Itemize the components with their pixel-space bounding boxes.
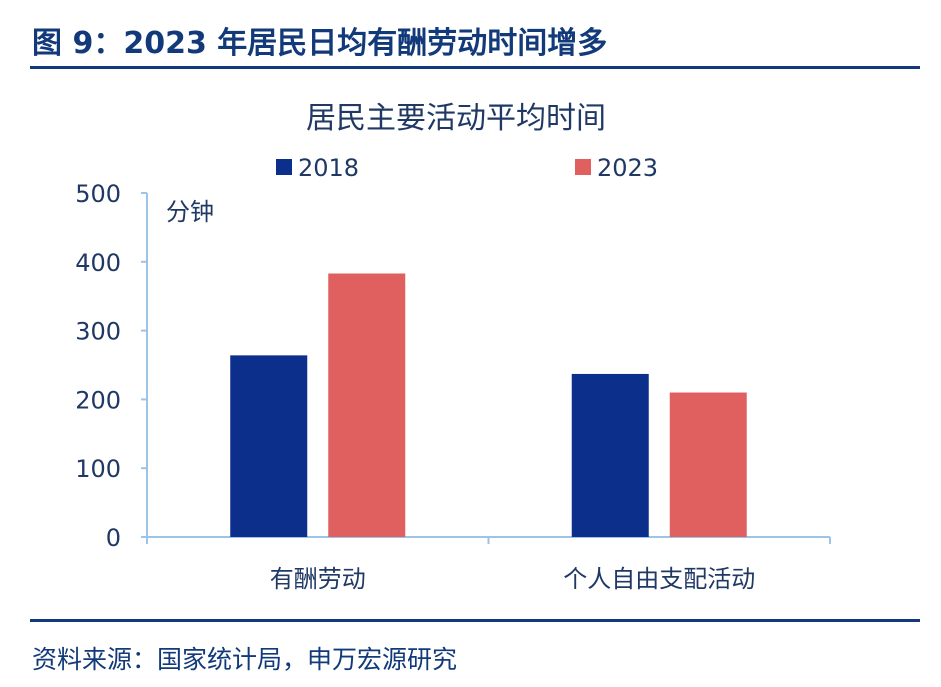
y-tick-label: 300 [75, 318, 121, 346]
y-tick-label: 400 [75, 249, 121, 277]
y-tick-label: 500 [75, 180, 121, 208]
bar-2018-0 [230, 355, 308, 537]
legend-label-2018: 2018 [298, 154, 359, 182]
category-label: 个人自由支配活动 [563, 565, 755, 593]
bar-2023-0 [328, 273, 406, 537]
bar-2023-1 [669, 392, 747, 537]
bars [230, 273, 747, 537]
y-tick-label: 0 [106, 524, 121, 552]
y-tick-label: 200 [75, 386, 121, 414]
chart-title: 居民主要活动平均时间 [306, 101, 606, 136]
figure-title: 图 9：2023 年居民日均有酬劳动时间增多 [32, 26, 608, 61]
source-note: 资料来源：国家统计局，申万宏源研究 [32, 645, 458, 674]
legend-label-2023: 2023 [597, 154, 658, 182]
legend: 2018 2023 [276, 154, 658, 182]
legend-swatch-2023 [575, 159, 591, 175]
y-ticks: 0 100 200 300 400 500 [75, 180, 831, 552]
legend-swatch-2018 [276, 159, 292, 175]
category-label: 有酬劳动 [270, 565, 366, 593]
unit-label: 分钟 [166, 198, 214, 226]
category-labels: 有酬劳动 个人自由支配活动 [270, 565, 756, 593]
top-divider [30, 66, 920, 69]
bottom-divider [30, 619, 920, 622]
bar-2018-1 [571, 373, 649, 537]
y-tick-label: 100 [75, 455, 121, 483]
